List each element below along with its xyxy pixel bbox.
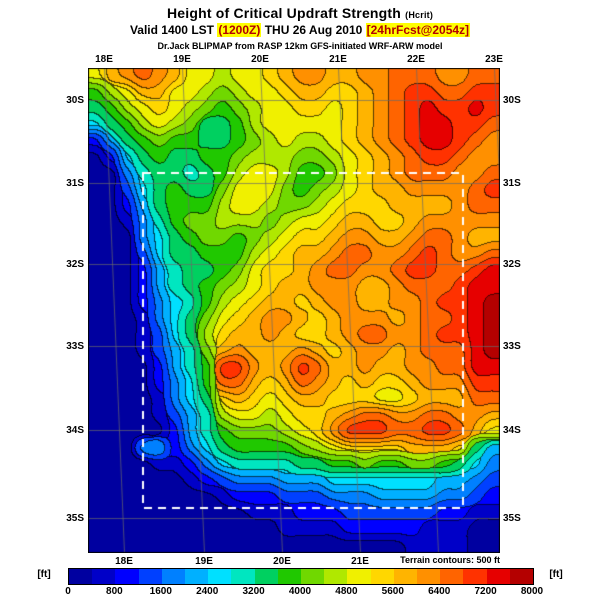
colorbar-segment (417, 569, 441, 584)
colorbar-segment (301, 569, 325, 584)
colorbar-segment (254, 569, 278, 584)
lat-label-right: 30S (503, 95, 521, 106)
colorbar-tick-label: 6400 (428, 586, 451, 597)
colorbar-tick-label: 0 (65, 586, 71, 597)
colorbar-segment (324, 569, 348, 584)
lon-label-top: 21E (329, 54, 347, 65)
colorbar-segment (138, 569, 162, 584)
colorbar-tick-label: 8000 (520, 586, 544, 597)
colorbar-tick-label: 7200 (474, 586, 497, 597)
lat-label-right: 32S (503, 259, 521, 270)
lon-label-bottom: 19E (195, 556, 213, 567)
lat-label-left: 34S (66, 425, 84, 436)
lon-label-top: 19E (173, 54, 191, 65)
colorbar-segment (92, 569, 116, 584)
colorbar-tick-label: 4000 (288, 586, 312, 597)
lat-label-left: 30S (66, 95, 84, 106)
valid-prefix: Valid 1400 LST (129, 23, 214, 37)
lon-label-bottom: 18E (115, 556, 133, 567)
lon-label-top: 23E (485, 54, 503, 65)
colorbar-segment (347, 569, 371, 584)
map-canvas (88, 68, 500, 553)
colorbar-tick-label: 5600 (381, 586, 404, 597)
colorbar-segment (208, 569, 232, 584)
page-title: Height of Critical Updraft Strength (Hcr… (0, 5, 600, 21)
lon-label-top: 22E (407, 54, 425, 65)
lon-label-top: 20E (251, 54, 269, 65)
lat-label-left: 32S (66, 259, 84, 270)
lat-label-right: 35S (503, 513, 521, 524)
lat-label-right: 34S (503, 425, 521, 436)
colorbar-segment (185, 569, 209, 584)
title-main: Height of Critical Updraft Strength (166, 5, 402, 21)
colorbar-segment (370, 569, 394, 584)
colorbar-segment (277, 569, 302, 584)
lat-label-left: 35S (66, 513, 84, 524)
title-parameter-abbrev: (Hcrit) (405, 10, 434, 20)
lat-label-right: 33S (503, 341, 521, 352)
colorbar-segment (161, 569, 186, 584)
valid-date: THU 26 Aug 2010 (264, 23, 363, 37)
colorbar-tick-label: 1600 (149, 586, 172, 597)
colorbar-segment (231, 569, 255, 584)
colorbar (68, 568, 534, 585)
colorbar-segment (115, 569, 139, 584)
lon-label-top: 18E (95, 54, 113, 65)
forecast-cycle-tag: [24hrFcst@2054z] (365, 23, 471, 37)
terrain-contours-note: Terrain contours: 500 ft (400, 555, 500, 565)
lon-label-bottom: 20E (273, 556, 291, 567)
lat-label-left: 33S (66, 341, 84, 352)
model-attribution: Dr.Jack BLIPMAP from RASP 12km GFS-initi… (157, 41, 443, 51)
colorbar-segment (509, 569, 534, 584)
colorbar-tick-label: 2400 (196, 586, 219, 597)
colorbar-tick-label: 3200 (242, 586, 265, 597)
colorbar-segment (393, 569, 418, 584)
unit-label-left: [ft] (37, 569, 51, 580)
valid-zulu-time: (1200Z) (217, 23, 262, 37)
colorbar-segment (69, 569, 93, 584)
lon-label-bottom: 21E (351, 556, 369, 567)
colorbar-tick-label: 4800 (335, 586, 358, 597)
colorbar-tick-label: 800 (106, 586, 123, 597)
lat-label-right: 31S (503, 178, 521, 189)
colorbar-segment (463, 569, 487, 584)
colorbar-segment (440, 569, 464, 584)
lat-label-left: 31S (66, 178, 84, 189)
valid-time-line: Valid 1400 LST (1200Z) THU 26 Aug 2010 [… (0, 23, 600, 37)
unit-label-right: [ft] (549, 569, 563, 580)
colorbar-segment (486, 569, 510, 584)
